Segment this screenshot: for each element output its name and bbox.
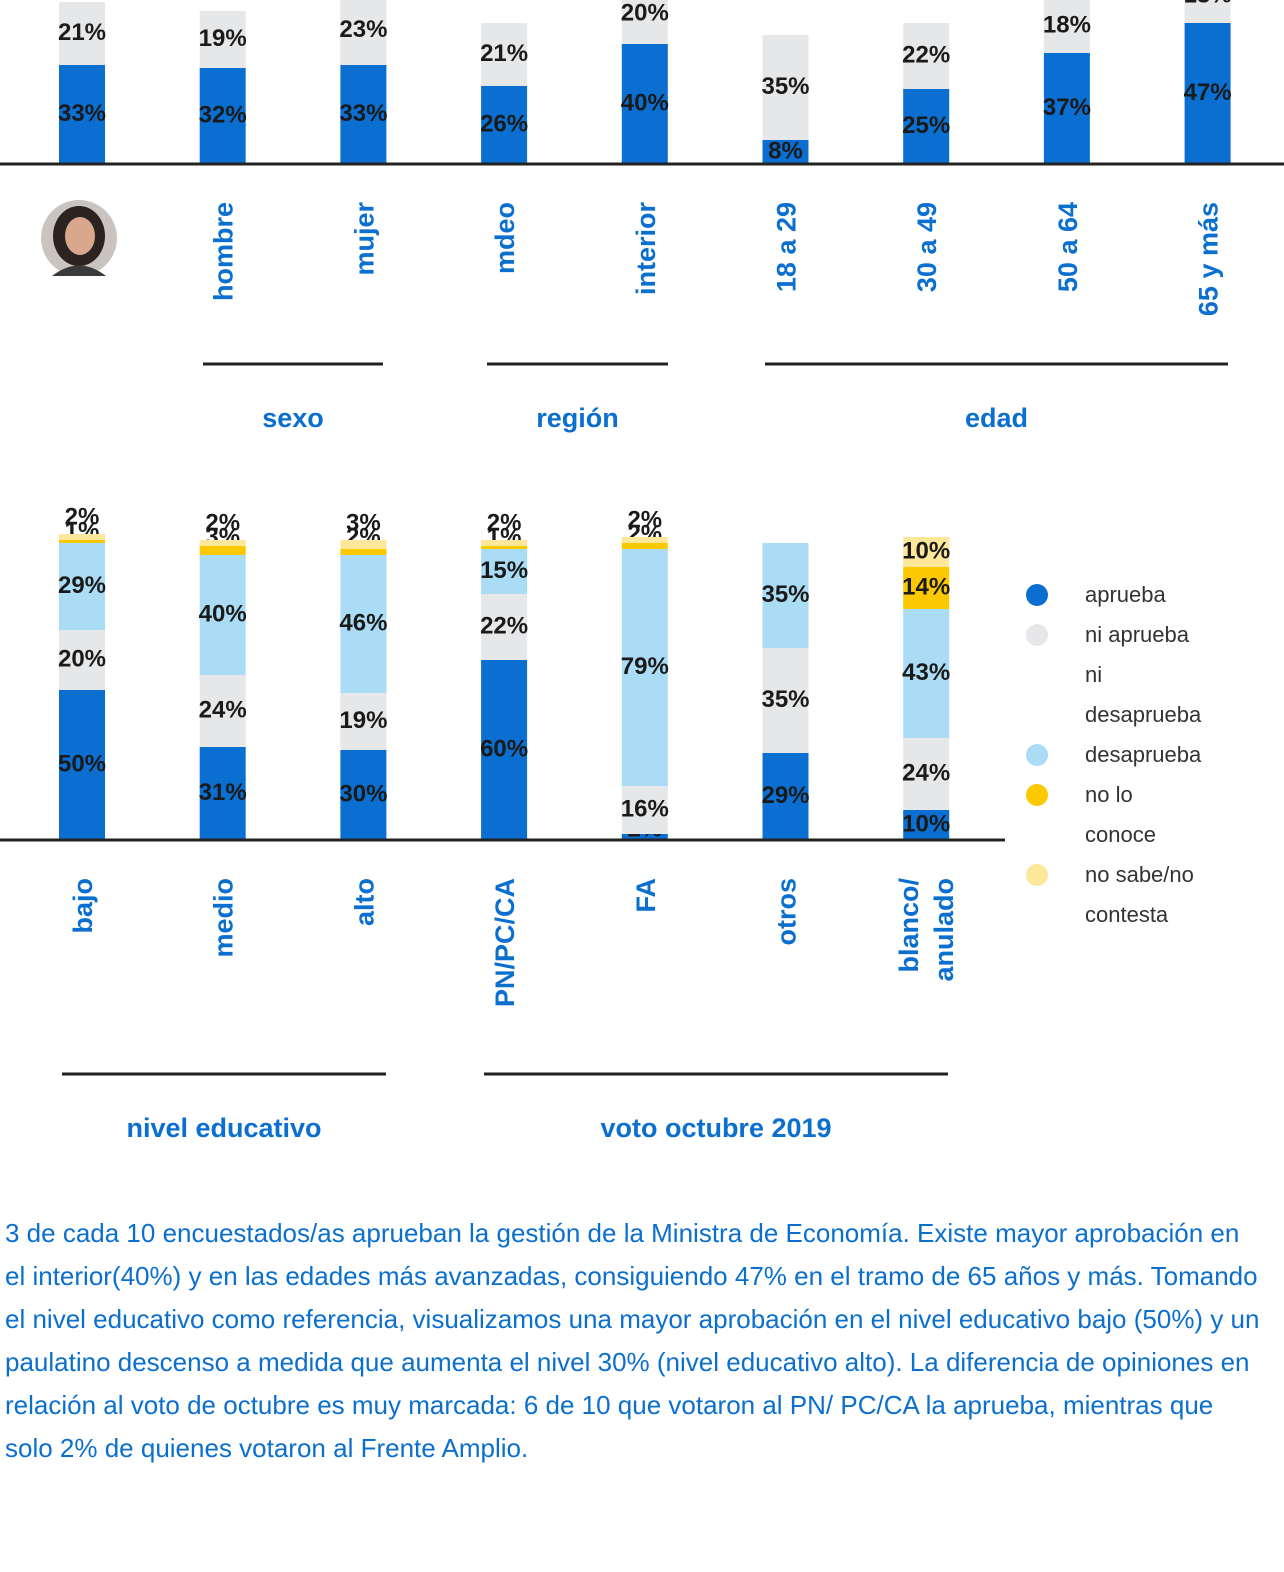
legend-swatch <box>1026 784 1048 806</box>
category-label: bajo <box>68 878 98 934</box>
category-label: medio <box>209 878 239 958</box>
legend-item: no sabe/no contesta <box>1024 855 1199 935</box>
bar-segment <box>340 540 386 549</box>
category-label: 30 a 49 <box>912 202 942 292</box>
value-label: 35% <box>761 73 809 100</box>
legend: aprueba ni aprueba ni desaprueba desaprueb… <box>1024 575 1199 935</box>
value-label: 60% <box>480 735 528 762</box>
value-label: 25% <box>902 112 950 139</box>
category-label: mujer <box>349 202 379 276</box>
page: 33% 21% 32% 19% hombre 33% 23% mujer 26% 21% mdeo 4… <box>0 0 1284 1572</box>
value-label: 79% <box>621 653 669 680</box>
category-label: 65 y más <box>1194 202 1224 316</box>
value-label: 23% <box>339 16 387 43</box>
value-label: 24% <box>199 696 247 723</box>
category-label: FA <box>631 878 661 913</box>
photo <box>41 200 117 276</box>
legend-swatch <box>1026 584 1048 606</box>
value-label: 32% <box>199 101 247 128</box>
legend-item: ni aprueba ni desaprueba <box>1024 615 1199 735</box>
description: 3 de cada 10 encuestados/as aprueban la … <box>5 1212 1260 1470</box>
group-label: región <box>536 403 619 433</box>
category-label: hombre <box>209 202 239 301</box>
category-label: 18 a 29 <box>772 202 802 292</box>
value-label: 18% <box>1043 11 1091 38</box>
value-label: 2% <box>205 509 240 536</box>
value-label: 24% <box>902 759 950 786</box>
value-label: 46% <box>339 609 387 636</box>
legend-item: aprueba <box>1024 575 1199 615</box>
value-label: 43% <box>902 659 950 686</box>
group-label: sexo <box>262 403 324 433</box>
legend-swatch <box>1026 744 1048 766</box>
value-label: 2% <box>627 506 662 533</box>
bar-segment <box>481 540 527 546</box>
legend-swatch <box>1026 864 1048 886</box>
legend-label: desaprueba <box>1085 742 1201 767</box>
category-label: 50 a 64 <box>1053 202 1083 292</box>
bar-segment <box>622 537 668 543</box>
value-label: 35% <box>761 581 809 608</box>
value-label: 20% <box>58 645 106 672</box>
value-label: 18% <box>1184 0 1232 8</box>
category-label: PN/PC/CA <box>490 878 520 1007</box>
value-label: 26% <box>480 110 528 137</box>
value-label: 29% <box>761 782 809 809</box>
value-label: 15% <box>480 557 528 584</box>
category-label: mdeo <box>490 202 520 274</box>
group-label: nivel educativo <box>126 1113 321 1143</box>
value-label: 40% <box>621 89 669 116</box>
value-label: 33% <box>339 100 387 127</box>
value-label: 21% <box>58 19 106 46</box>
legend-item: no lo conoce <box>1024 775 1199 855</box>
bar-segment <box>59 534 105 540</box>
legend-label: no sabe/no contesta <box>1085 862 1194 927</box>
value-label: 50% <box>58 750 106 777</box>
value-label: 3% <box>346 509 381 536</box>
category-label: blanco/anulado <box>894 878 959 982</box>
value-label: 33% <box>58 100 106 127</box>
legend-swatch <box>1026 624 1048 646</box>
value-label: 2% <box>487 509 522 536</box>
value-label: 30% <box>339 780 387 807</box>
value-label: 16% <box>621 795 669 822</box>
value-label: 2% <box>65 503 100 530</box>
group-label: voto octubre 2019 <box>600 1113 831 1143</box>
category-label: alto <box>349 878 379 926</box>
category-label: otros <box>772 878 802 946</box>
group-label: edad <box>965 403 1028 433</box>
value-label: 10% <box>902 810 950 837</box>
value-label: 22% <box>902 41 950 68</box>
legend-label: aprueba <box>1085 582 1166 607</box>
value-label: 22% <box>480 612 528 639</box>
value-label: 21% <box>480 40 528 67</box>
value-label: 14% <box>902 573 950 600</box>
category-label: interior <box>631 202 661 296</box>
value-label: 35% <box>761 686 809 713</box>
value-label: 19% <box>199 25 247 52</box>
value-label: 31% <box>199 779 247 806</box>
value-label: 10% <box>902 537 950 564</box>
value-label: 29% <box>58 572 106 599</box>
value-label: 19% <box>339 707 387 734</box>
value-label: 20% <box>621 0 669 26</box>
value-label: 40% <box>199 600 247 627</box>
bar-segment <box>200 540 246 546</box>
value-label: 8% <box>768 137 803 164</box>
legend-label: no lo conoce <box>1085 782 1156 847</box>
legend-item: desaprueba <box>1024 735 1199 775</box>
value-label: 47% <box>1184 79 1232 106</box>
value-label: 37% <box>1043 94 1091 121</box>
legend-label: ni aprueba ni desaprueba <box>1085 622 1201 727</box>
